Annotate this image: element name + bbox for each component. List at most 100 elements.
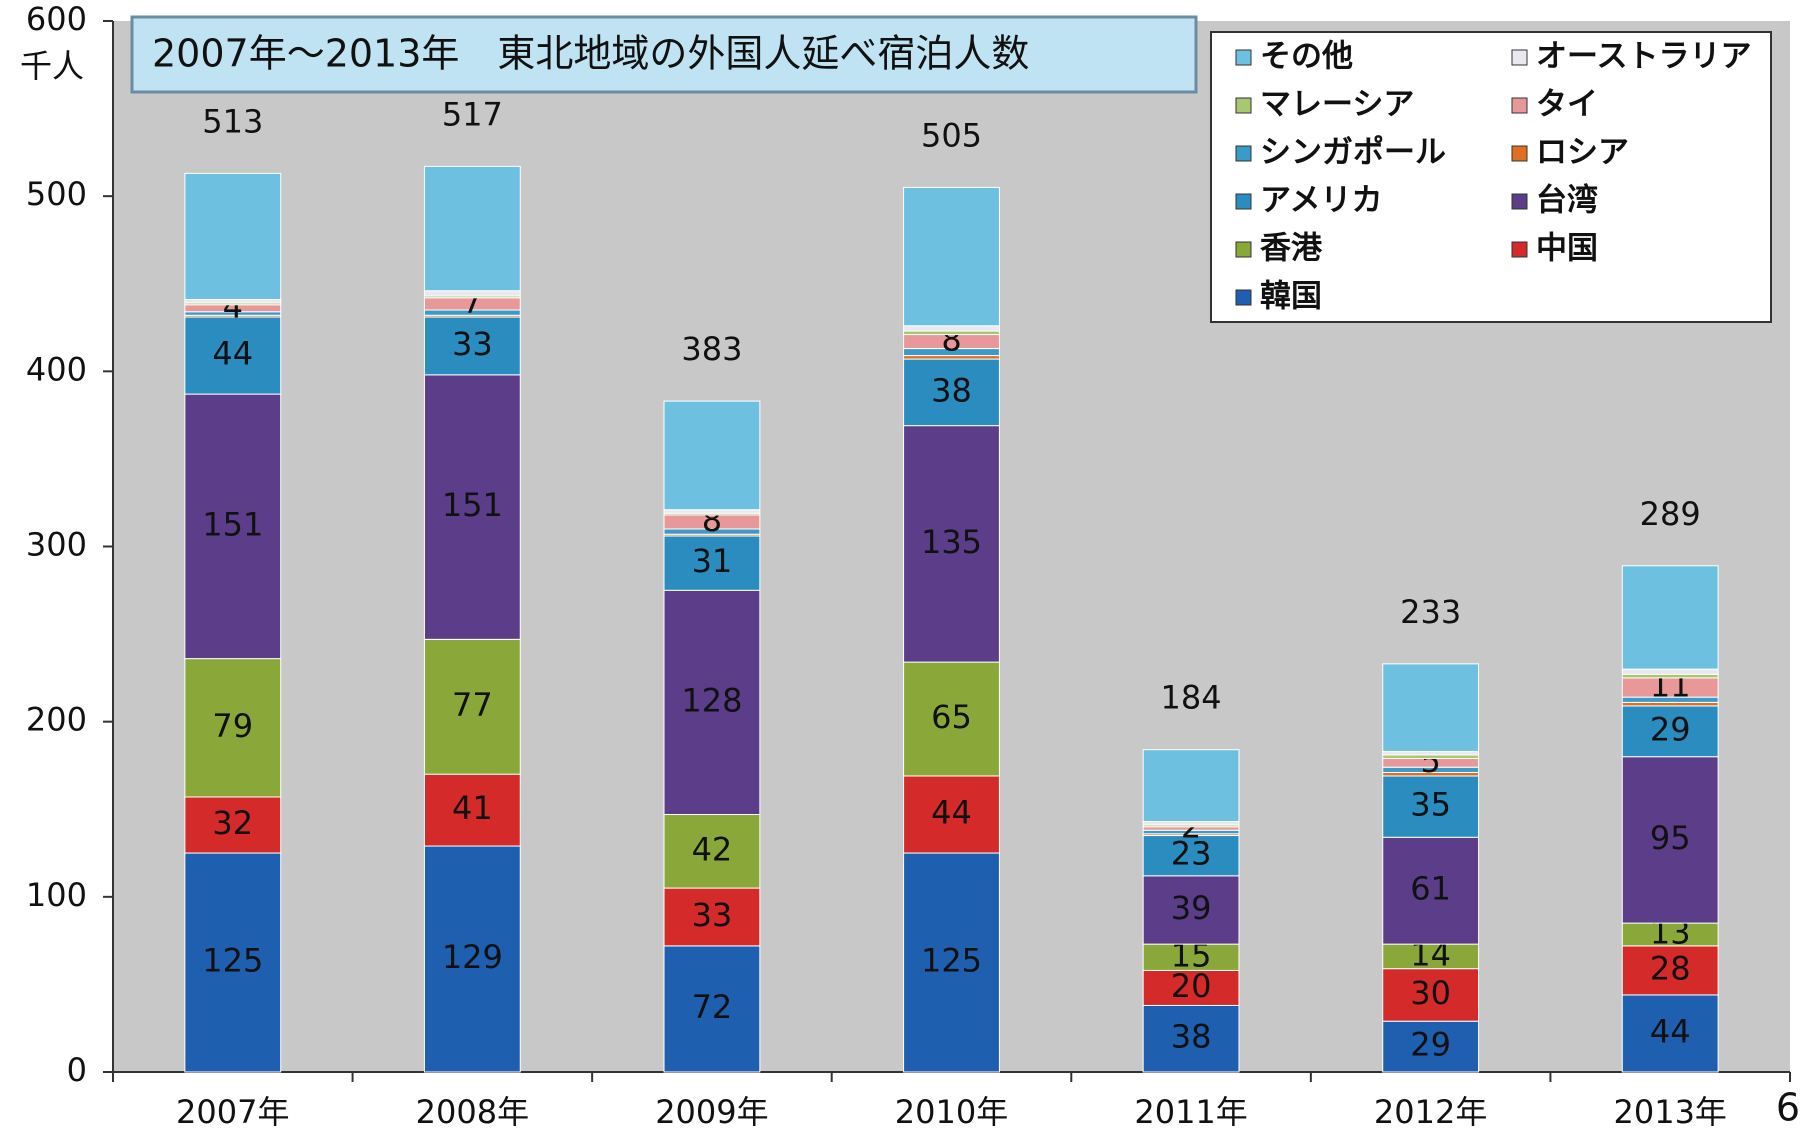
bar-segment	[1621, 565, 1719, 670]
data-label: 129	[442, 938, 503, 976]
legend-swatch	[1511, 145, 1528, 162]
bar-segment	[1382, 754, 1480, 759]
data-label: 72	[692, 988, 733, 1026]
bar-segment	[903, 358, 1000, 427]
bar-segment	[423, 290, 521, 297]
data-label: 125	[202, 942, 263, 980]
legend-swatch	[1235, 193, 1252, 210]
bar-segment	[903, 775, 1000, 854]
legend-swatch	[1235, 289, 1252, 306]
y-tick-label: 300	[26, 526, 87, 564]
x-tick-label: 2010年	[895, 1093, 1008, 1131]
legend-label: 中国	[1536, 231, 1598, 267]
x-tick-label: 2011年	[1134, 1093, 1247, 1131]
title-box	[130, 15, 1198, 94]
data-label: 33	[692, 896, 733, 934]
y-tick-label: 600	[26, 0, 87, 38]
x-tick-label: 2008年	[416, 1093, 529, 1131]
y-tick-label: 200	[26, 701, 87, 739]
legend-label: オーストラリア	[1536, 39, 1751, 75]
y-tick-label: 500	[26, 175, 87, 213]
legend-label: 香港	[1260, 231, 1323, 267]
bar-segment	[1142, 943, 1240, 971]
data-label: 151	[202, 505, 263, 543]
legend-box	[1210, 31, 1772, 323]
legend-label: その他	[1260, 39, 1353, 75]
bar-segment	[423, 374, 521, 640]
data-label: 32	[212, 804, 253, 842]
data-label: 77	[452, 686, 493, 724]
legend-swatch	[1511, 97, 1528, 114]
data-label: 151	[442, 486, 503, 524]
bar-segment	[1142, 835, 1240, 877]
page-number: 6	[1776, 1086, 1800, 1130]
legend-label: アメリカ	[1260, 183, 1382, 219]
data-label: 79	[212, 707, 253, 745]
x-tick-label: 2013年	[1613, 1093, 1726, 1131]
bar-segment	[1382, 1020, 1480, 1073]
y-tick-label: 0	[67, 1051, 87, 1089]
bar-segment	[1382, 750, 1480, 756]
legend-label: マレーシア	[1260, 87, 1414, 123]
bar-segment	[184, 852, 282, 1073]
data-label: 33	[452, 325, 493, 363]
total-label: 517	[442, 95, 503, 133]
bar-segment	[1142, 875, 1240, 945]
data-label: 44	[931, 794, 972, 832]
total-label: 383	[681, 330, 742, 368]
bar-segment	[1382, 968, 1480, 1022]
data-label: 39	[1171, 889, 1212, 927]
bar-segment	[423, 316, 521, 376]
legend-swatch	[1511, 49, 1528, 66]
data-label: 30	[1410, 974, 1451, 1012]
data-label: 20	[1171, 967, 1212, 1005]
bar-segment	[663, 589, 761, 816]
bar-segment	[1142, 749, 1240, 823]
legend	[1210, 31, 1772, 323]
data-label: 29	[1410, 1026, 1451, 1064]
data-label: 44	[1650, 1012, 1691, 1050]
bar-segment	[663, 945, 761, 1073]
data-label: 128	[681, 681, 742, 719]
data-label: 38	[931, 371, 972, 409]
data-label: 41	[452, 789, 493, 827]
legend-label: 台湾	[1536, 183, 1598, 219]
bar-segment	[903, 325, 1000, 332]
legend-swatch	[1235, 97, 1252, 114]
bar-segment	[1621, 668, 1719, 675]
bar-segment	[903, 425, 1000, 663]
bar-segment	[184, 796, 282, 854]
bar-segment	[903, 330, 1000, 336]
bar-segment	[1621, 994, 1719, 1073]
legend-label: ロシア	[1536, 135, 1629, 171]
legend-swatch	[1235, 145, 1252, 162]
bar-segment	[663, 814, 761, 889]
bar-segment	[184, 316, 282, 395]
x-tick-label: 2007年	[176, 1093, 289, 1131]
bar-segment	[423, 165, 521, 292]
data-label: 31	[692, 542, 733, 580]
bar-segment	[1142, 1004, 1240, 1073]
total-label: 184	[1161, 679, 1222, 717]
data-label: 35	[1410, 786, 1451, 824]
legend-label: 韓国	[1260, 279, 1322, 315]
legend-swatch	[1235, 241, 1252, 258]
bar-segment	[663, 887, 761, 947]
data-label: 135	[921, 523, 982, 561]
y-unit: 千人	[20, 47, 84, 85]
data-label: 28	[1650, 949, 1691, 987]
bar-segment	[184, 299, 282, 304]
chart-title: 2007年～2013年 東北地域の外国人延べ宿泊人数	[152, 32, 1029, 76]
bar-segment	[1142, 969, 1240, 1006]
bar-segment	[1382, 836, 1480, 945]
bar-segment	[423, 845, 521, 1073]
bar-segment	[1621, 945, 1719, 996]
data-label: 38	[1171, 1018, 1212, 1056]
bar-segment	[423, 773, 521, 847]
data-label: 23	[1171, 835, 1212, 873]
legend-label: タイ	[1536, 87, 1598, 123]
total-label: 233	[1400, 593, 1461, 631]
legend-label: シンガポール	[1260, 135, 1446, 171]
bar-segment	[663, 400, 761, 511]
